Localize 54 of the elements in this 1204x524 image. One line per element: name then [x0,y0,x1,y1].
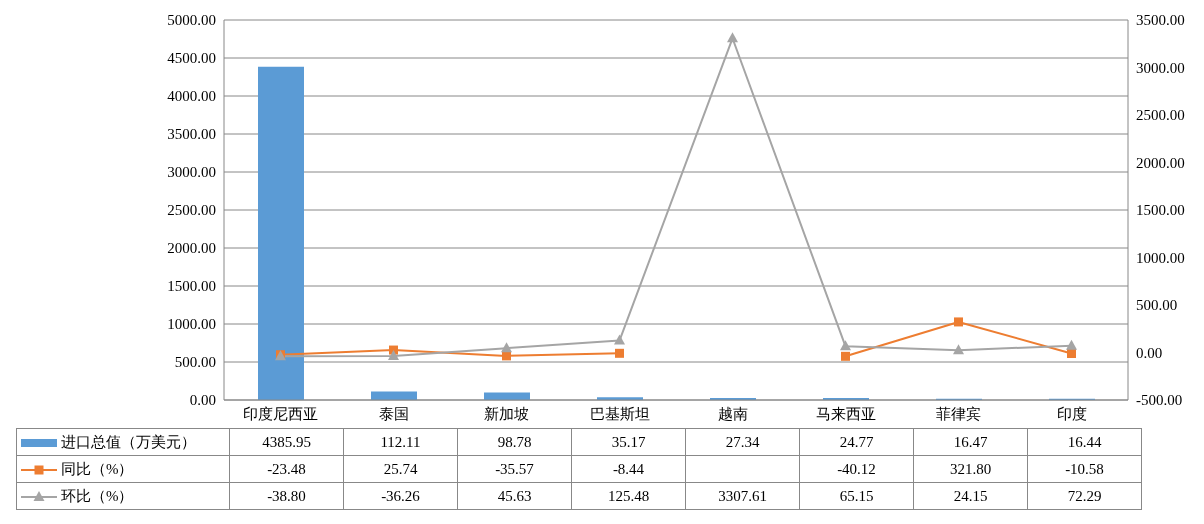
data-label: -40.12 [799,455,914,483]
x-tick-label: 新加坡 [484,405,529,422]
x-tick-label: 印度尼西亚 [243,405,318,422]
data-label: 98.78 [457,428,572,456]
data-label: 16.47 [913,428,1028,456]
y-tick-label: 3000.00 [167,164,216,181]
y2-tick-label: 500.00 [1136,297,1178,314]
data-label: 3307.61 [685,482,800,510]
y-tick-label: 3500.00 [167,126,216,143]
data-label: -38.80 [229,482,344,510]
legend-label: 同比（%） [61,460,134,477]
data-label: -23.48 [229,455,344,483]
y-tick-label: 1000.00 [167,316,216,333]
y-tick-label: 4000.00 [167,88,216,105]
x-tick-label: 菲律宾 [936,405,981,422]
data-label: -8.44 [571,455,686,483]
data-label: -35.57 [457,455,572,483]
y2-tick-label: 0.00 [1136,344,1163,361]
data-label: 35.17 [571,428,686,456]
y-tick-label: 2000.00 [167,240,216,257]
x-tick-label: 泰国 [378,405,409,422]
x-tick-label: 巴基斯坦 [589,405,650,422]
legend-label: 进口总值（万美元） [61,433,196,450]
x-tick-label: 越南 [717,405,748,422]
data-label: -36.26 [343,482,458,510]
y-tick-label: 2500.00 [167,202,216,219]
y-tick-label: 4500.00 [167,50,216,67]
data-label: 27.34 [685,428,800,456]
data-label: -10.58 [1027,455,1142,483]
data-label: 24.77 [799,428,914,456]
y-tick-label: 5000.00 [167,12,216,29]
y2-tick-label: 3500.00 [1136,12,1185,29]
data-label: 16.44 [1027,428,1142,456]
y2-tick-label: 2000.00 [1136,154,1185,171]
x-tick-label: 印度 [1056,405,1087,422]
data-label: 45.63 [457,482,572,510]
data-label: 112.11 [343,428,458,456]
y2-tick-label: 2500.00 [1136,107,1185,124]
y2-tick-label: 3000.00 [1136,59,1185,76]
data-label: 321.80 [913,455,1028,483]
x-tick-label: 马来西亚 [815,405,876,422]
y2-tick-label: 1500.00 [1136,202,1185,219]
data-label: 4385.95 [229,428,344,456]
y-tick-label: 1500.00 [167,278,216,295]
y-tick-label: 500.00 [174,354,216,371]
y2-tick-label: 1000.00 [1136,249,1185,266]
data-label: 25.74 [343,455,458,483]
data-label: 65.15 [799,482,914,510]
data-label: 125.48 [571,482,686,510]
legend-label: 环比（%） [61,487,134,504]
y2-tick-label: -500.00 [1136,392,1183,409]
data-label: 72.29 [1027,482,1142,510]
data-label: 24.15 [913,482,1028,510]
y-tick-label: 0.00 [189,392,216,409]
